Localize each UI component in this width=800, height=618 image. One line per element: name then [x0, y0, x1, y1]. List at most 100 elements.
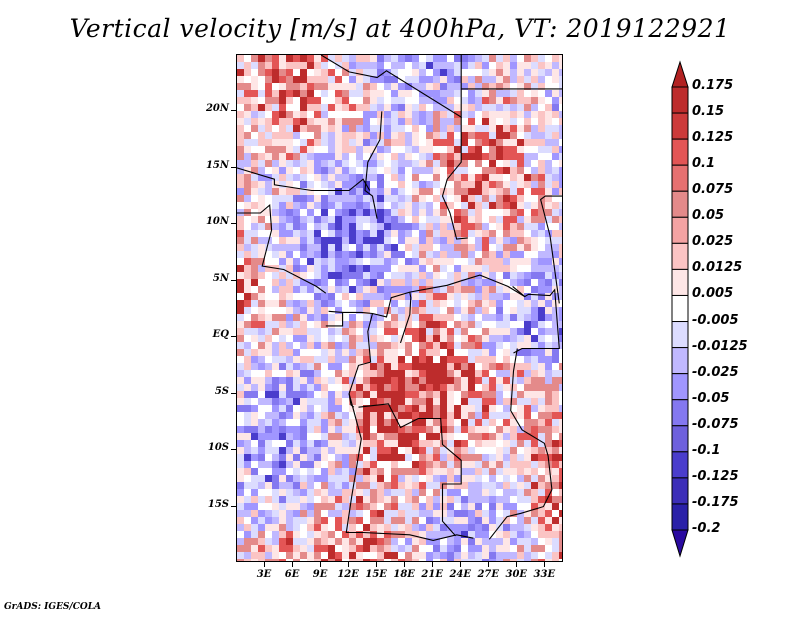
- field-cell: [496, 398, 504, 406]
- field-cell: [412, 188, 420, 196]
- field-cell: [559, 335, 562, 343]
- field-cell: [559, 202, 562, 210]
- field-cell: [244, 335, 252, 343]
- field-cell: [391, 167, 399, 175]
- field-cell: [475, 181, 483, 189]
- field-cell: [237, 398, 245, 406]
- field-cell: [286, 272, 294, 280]
- field-cell: [314, 230, 322, 238]
- field-cell: [370, 125, 378, 133]
- field-cell: [468, 503, 476, 511]
- field-cell: [503, 524, 511, 532]
- field-cell: [279, 139, 287, 147]
- field-cell: [419, 363, 427, 371]
- field-cell: [468, 531, 476, 539]
- field-cell: [405, 307, 413, 315]
- field-cell: [412, 132, 420, 140]
- field-cell: [272, 356, 280, 364]
- field-cell: [468, 412, 476, 420]
- field-cell: [279, 559, 287, 561]
- field-cell: [300, 524, 308, 532]
- field-cell: [258, 55, 266, 63]
- field-cell: [293, 146, 301, 154]
- field-cell: [440, 377, 448, 385]
- field-cell: [272, 174, 280, 182]
- field-cell: [328, 545, 336, 553]
- field-cell: [517, 398, 525, 406]
- field-cell: [258, 510, 266, 518]
- field-cell: [272, 433, 280, 441]
- field-cell: [293, 258, 301, 266]
- field-cell: [328, 167, 336, 175]
- field-cell: [475, 517, 483, 525]
- field-cell: [314, 272, 322, 280]
- field-cell: [363, 209, 371, 217]
- field-cell: [545, 209, 553, 217]
- field-cell: [538, 447, 546, 455]
- field-cell: [370, 356, 378, 364]
- field-cell: [328, 209, 336, 217]
- field-cell: [356, 230, 364, 238]
- field-cell: [426, 111, 434, 119]
- field-cell: [307, 531, 315, 539]
- field-cell: [475, 188, 483, 196]
- field-cell: [489, 167, 497, 175]
- field-cell: [258, 223, 266, 231]
- field-cell: [461, 104, 469, 112]
- field-cell: [440, 223, 448, 231]
- field-cell: [517, 363, 525, 371]
- field-cell: [349, 517, 357, 525]
- field-cell: [510, 559, 518, 561]
- field-cell: [335, 426, 343, 434]
- field-cell: [328, 188, 336, 196]
- field-cell: [335, 349, 343, 357]
- field-cell: [419, 125, 427, 133]
- field-cell: [503, 286, 511, 294]
- field-cell: [244, 223, 252, 231]
- field-cell: [272, 216, 280, 224]
- field-cell: [559, 538, 562, 546]
- field-cell: [454, 258, 462, 266]
- field-cell: [461, 146, 469, 154]
- field-cell: [475, 405, 483, 413]
- field-cell: [517, 454, 525, 462]
- field-cell: [552, 384, 560, 392]
- field-cell: [307, 538, 315, 546]
- field-cell: [538, 265, 546, 273]
- field-cell: [321, 545, 329, 553]
- field-cell: [251, 426, 259, 434]
- field-cell: [356, 237, 364, 245]
- field-cell: [314, 461, 322, 469]
- field-cell: [475, 244, 483, 252]
- field-cell: [426, 153, 434, 161]
- field-cell: [342, 111, 350, 119]
- field-cell: [314, 454, 322, 462]
- field-cell: [510, 244, 518, 252]
- field-cell: [258, 356, 266, 364]
- field-cell: [496, 447, 504, 455]
- field-cell: [258, 503, 266, 511]
- field-cell: [454, 237, 462, 245]
- field-cell: [440, 300, 448, 308]
- field-cell: [461, 230, 469, 238]
- field-cell: [272, 293, 280, 301]
- field-cell: [370, 111, 378, 119]
- field-cell: [468, 349, 476, 357]
- field-cell: [328, 195, 336, 203]
- field-cell: [545, 447, 553, 455]
- field-cell: [538, 223, 546, 231]
- field-cell: [342, 538, 350, 546]
- field-cell: [398, 293, 406, 301]
- field-cell: [328, 356, 336, 364]
- field-cell: [314, 160, 322, 168]
- field-cell: [328, 293, 336, 301]
- field-cell: [272, 279, 280, 287]
- field-cell: [524, 559, 532, 561]
- field-cell: [426, 125, 434, 133]
- field-cell: [328, 363, 336, 371]
- field-cell: [314, 475, 322, 483]
- field-cell: [258, 62, 266, 70]
- field-cell: [552, 55, 560, 63]
- field-cell: [377, 167, 385, 175]
- field-cell: [412, 286, 420, 294]
